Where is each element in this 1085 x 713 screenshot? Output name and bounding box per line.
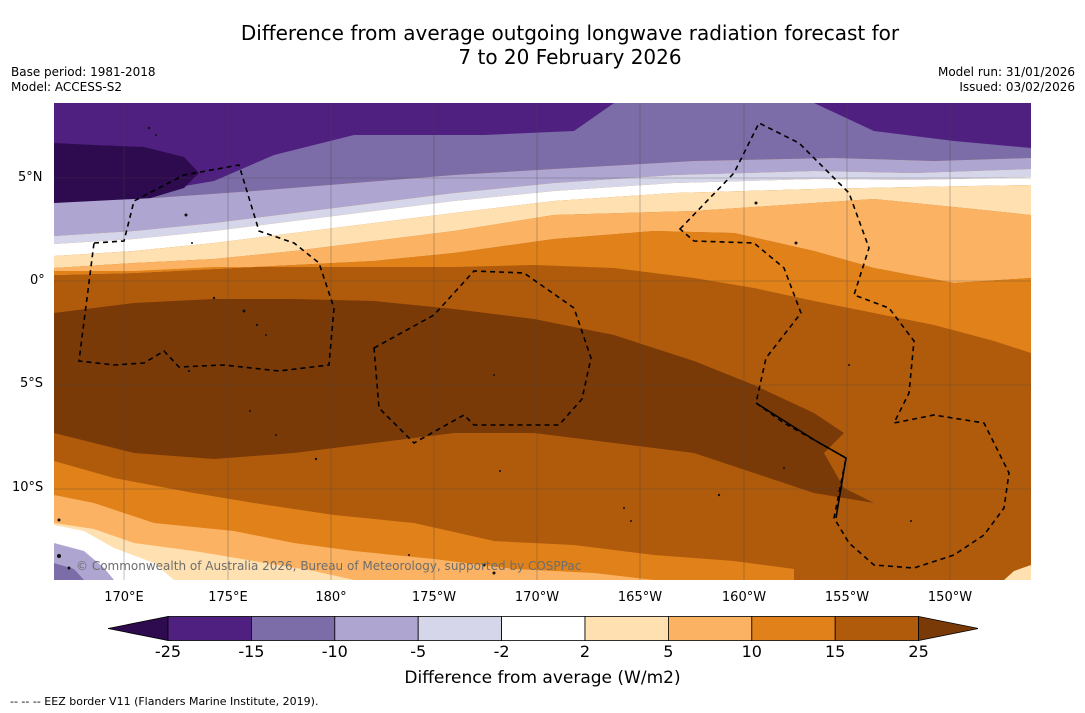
colorbar: [108, 616, 978, 641]
eez-border-solid: [755, 402, 847, 519]
model-run: Model run: 31/01/2026: [937, 65, 1075, 79]
colorbar-tick-label: -5: [410, 642, 427, 661]
band-2-5: [54, 185, 1031, 268]
lat-label-0: 0°: [30, 273, 45, 288]
colorbar-tick-label: 10: [741, 642, 762, 661]
colorbar-tick-label: 5: [663, 642, 674, 661]
lon-label-175w: 175°W: [411, 590, 457, 605]
meta-left: Base period: 1981-2018 Model: ACCESS-S2: [11, 65, 156, 95]
lat-label-10s: 10°S: [12, 480, 44, 495]
colorbar-tick-label: -2: [493, 642, 510, 661]
colorbar-segment: [668, 616, 753, 641]
title-line-1: Difference from average outgoing longwav…: [240, 21, 900, 45]
lon-label-155w: 155°W: [824, 590, 870, 605]
graticule: [54, 103, 1031, 580]
band-15-25: [54, 299, 874, 503]
lon-label-180: 180°: [315, 590, 347, 605]
eez-borders: [78, 121, 1010, 569]
colorbar-segment: [751, 616, 836, 641]
colorbar-segment: [417, 616, 503, 641]
colorbar-segment: [834, 616, 920, 641]
colorbar-segment: [501, 616, 586, 641]
band-5-10: [54, 199, 1031, 283]
lon-label-150w: 150°W: [927, 590, 973, 605]
colorbar-extend-low: [108, 616, 169, 641]
band-2-5-southeast: [1004, 565, 1031, 580]
colorbar-segment: [334, 616, 419, 641]
band-neg10-south: [54, 563, 84, 580]
colorbar-segment: [250, 616, 336, 641]
title-line-2: 7 to 20 February 2026: [458, 45, 682, 69]
lon-label-165w: 165°W: [617, 590, 663, 605]
lon-label-175e: 175°E: [208, 590, 248, 605]
band-neg2-2: [54, 177, 1031, 256]
lat-label-5n: 5°N: [18, 170, 43, 185]
band-below-neg25: [54, 143, 199, 218]
anomaly-map: [54, 103, 1031, 580]
colorbar-tick-label: 15: [825, 642, 846, 661]
lon-label-170w: 170°W: [514, 590, 560, 605]
issued-date: Issued: 03/02/2026: [959, 80, 1075, 94]
eez-legend-note: -- -- -- EEZ border V11 (Flanders Marine…: [10, 695, 319, 708]
lon-label-170e: 170°E: [104, 590, 144, 605]
colorbar-tick-label: -15: [238, 642, 265, 661]
copyright-credit: © Commonwealth of Australia 2026, Bureau…: [76, 559, 582, 573]
band-10-15-upper: [54, 231, 1031, 353]
colorbar-tick-label: 25: [908, 642, 929, 661]
base-period: Base period: 1981-2018: [11, 65, 156, 79]
lon-label-160w: 160°W: [721, 590, 767, 605]
islands: [57, 126, 912, 575]
colorbar-tick-label: 2: [579, 642, 591, 661]
colorbar-tick-label: -10: [321, 642, 348, 661]
colorbar-segment: [167, 616, 252, 641]
lat-label-5s: 5°S: [20, 376, 44, 391]
colorbar-segment: [584, 616, 669, 641]
model-name: Model: ACCESS-S2: [11, 80, 123, 94]
colorbar-extend-high: [918, 616, 978, 641]
band-neg5-neg2: [54, 169, 1031, 244]
map-title: Difference from average outgoing longwav…: [0, 21, 1085, 69]
colorbar-label: Difference from average (W/m2): [404, 668, 681, 688]
colorbar-tick-label: -25: [154, 642, 182, 661]
meta-right: Model run: 31/01/2026 Issued: 03/02/2026: [938, 65, 1075, 95]
